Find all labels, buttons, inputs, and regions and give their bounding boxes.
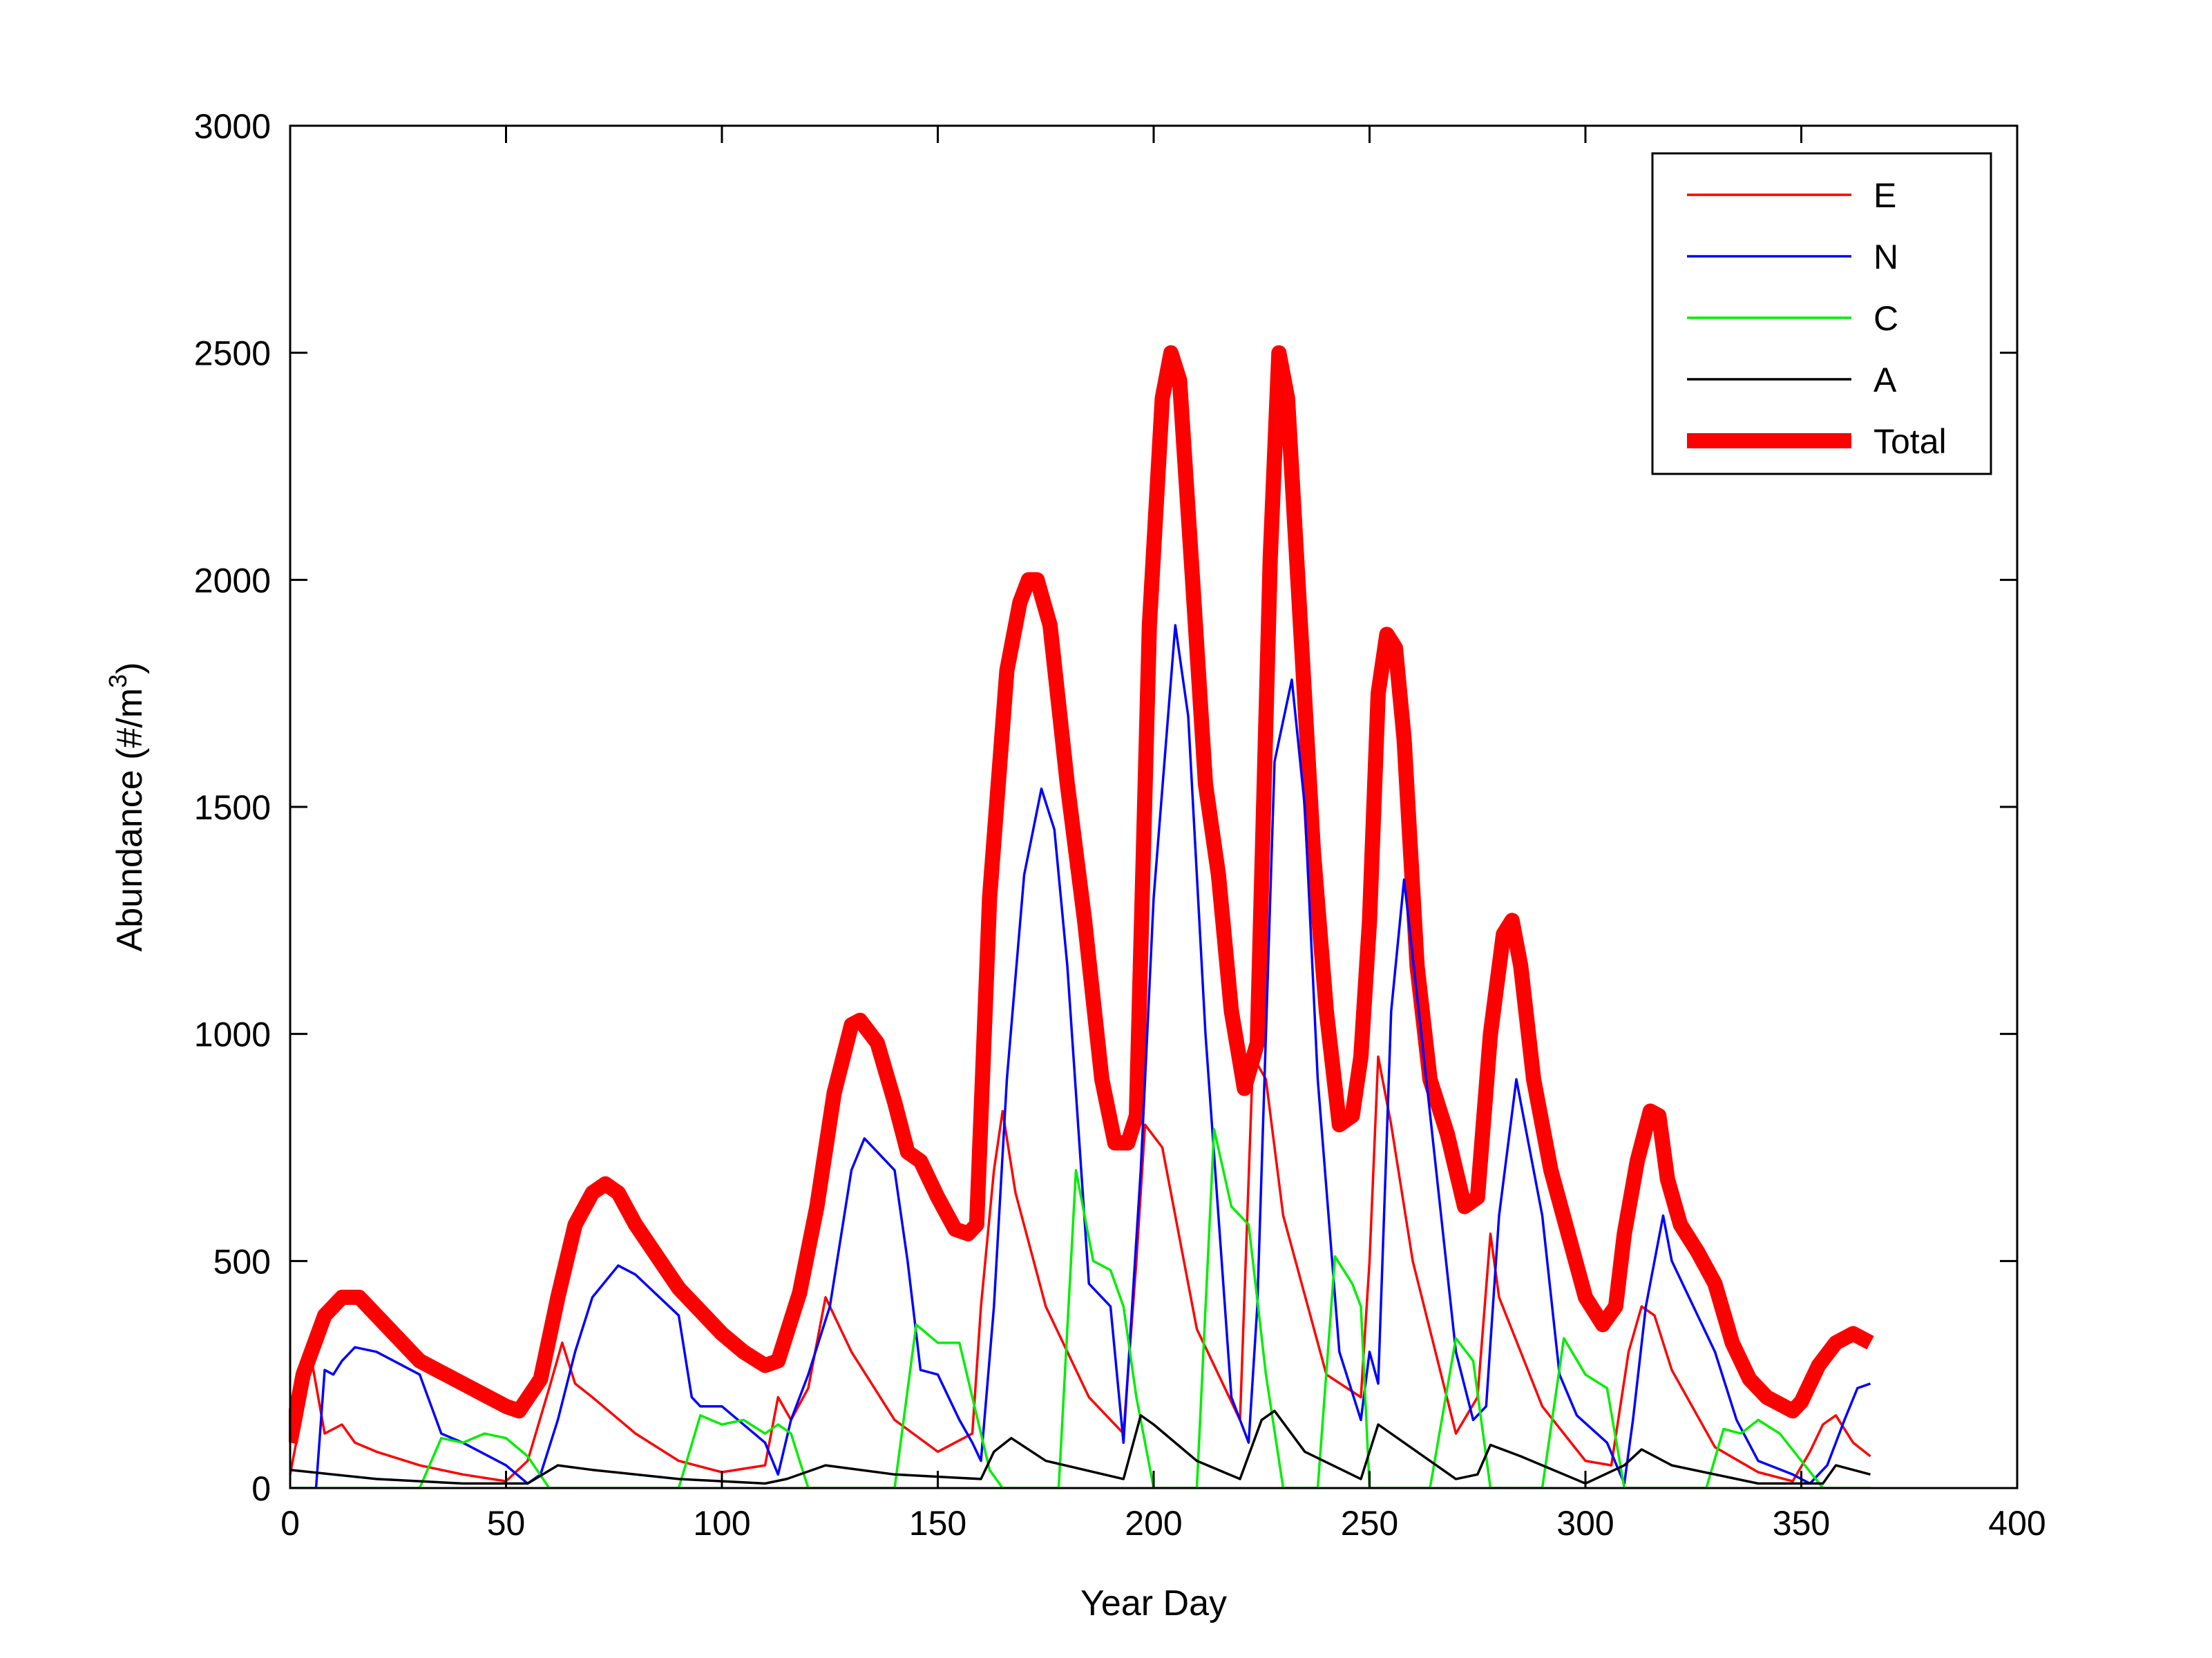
y-axis-title-superscript: 3 [104, 674, 132, 688]
y-tick-label: 500 [213, 1242, 271, 1281]
x-tick-label: 250 [1341, 1504, 1398, 1543]
legend-label-a: A [1873, 361, 1897, 399]
x-tick-label: 50 [487, 1504, 526, 1543]
tick-group: 0 50 100 150 200 250 300 350 400 0 500 1000 1500 2000… [194, 107, 2046, 1543]
legend-box [1651, 152, 1992, 475]
y-tick-label: 1500 [194, 788, 271, 827]
legend-label-c: C [1873, 299, 1898, 338]
series-line-a [289, 1409, 1871, 1485]
x-tick-label: 350 [1773, 1504, 1830, 1543]
series-group [289, 345, 1874, 1488]
x-tick-label: 0 [280, 1504, 300, 1543]
y-tick-label: 1000 [194, 1016, 271, 1054]
x-tick-label: 300 [1556, 1504, 1614, 1543]
x-axis-title: Year Day [1080, 1583, 1227, 1623]
y-tick-label: 3000 [194, 107, 271, 146]
x-tick-label: 200 [1125, 1504, 1182, 1543]
x-tick-label: 400 [1988, 1504, 2046, 1543]
series-line-c [290, 1127, 1871, 1488]
legend-label-n: N [1873, 238, 1898, 276]
y-tick-label: 2500 [194, 334, 271, 373]
series-line-total [289, 345, 1874, 1445]
y-axis-title-suffix: ) [110, 663, 150, 674]
x-tick-label: 100 [693, 1504, 750, 1543]
y-tick-label: 0 [251, 1469, 271, 1508]
y-axis-title: Abundance (#/m3) [104, 663, 150, 952]
legend-label-e: E [1873, 176, 1896, 215]
y-axis-title-main: Abundance (#/m [110, 688, 150, 952]
series-line-n [290, 624, 1871, 1488]
x-tick-label: 150 [909, 1504, 966, 1543]
y-tick-label: 2000 [194, 561, 271, 600]
legend-label-total: Total [1873, 422, 1947, 461]
